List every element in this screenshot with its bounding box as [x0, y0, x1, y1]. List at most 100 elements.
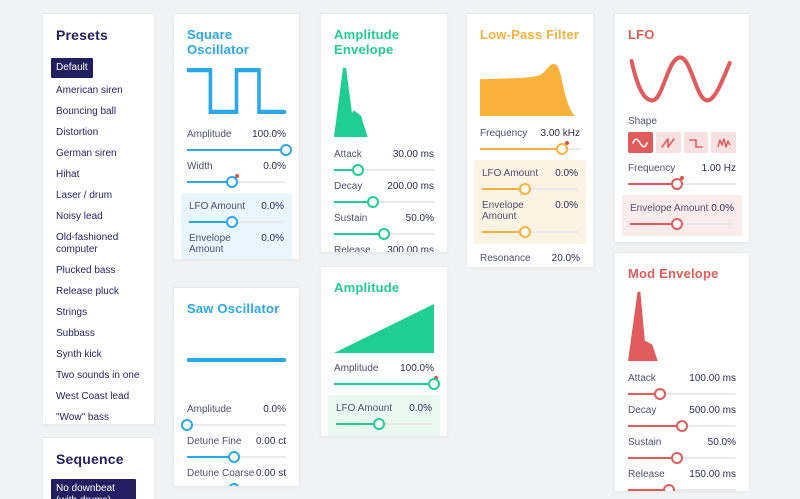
slider-track[interactable]	[187, 176, 286, 188]
sine-wave-icon	[629, 55, 732, 103]
slider-knob[interactable]	[373, 418, 386, 430]
slider-value: 0.0%	[263, 161, 286, 172]
slider-track[interactable]	[628, 388, 736, 400]
slider-knob[interactable]	[670, 178, 683, 190]
slider-knob[interactable]	[225, 176, 238, 188]
saw-oscillator-title: Saw Oscillator	[187, 301, 280, 316]
sawtooth-icon	[661, 137, 675, 148]
slider-track[interactable]	[630, 218, 734, 230]
lfo-mod-section: Envelope Amount 0.0%	[622, 195, 742, 236]
sequence-item-selected[interactable]: No downbeat (with drums)	[51, 479, 136, 499]
preset-item[interactable]: Release pluck	[56, 286, 119, 297]
slider-label: Amplitude	[187, 129, 232, 140]
slider-track[interactable]	[482, 226, 578, 238]
slider-track[interactable]	[334, 164, 434, 176]
filter-response-icon	[480, 63, 575, 116]
slider-track[interactable]	[334, 378, 440, 390]
slider-track[interactable]	[334, 228, 434, 240]
slider-head: Width 0.0%	[187, 161, 286, 172]
preset-item[interactable]: Two sounds in one	[56, 370, 140, 381]
slider-value: 0.0%	[555, 168, 578, 179]
slider-track[interactable]	[189, 216, 284, 228]
slider-knob[interactable]	[654, 388, 667, 400]
mod-envelope-title: Mod Envelope	[628, 266, 719, 281]
saw-oscillator-sliders: Amplitude 0.0% Detune Fine 0.00 ct Detun…	[181, 404, 286, 486]
preset-item[interactable]: American siren	[56, 85, 123, 96]
slider-knob[interactable]	[225, 216, 238, 228]
slider-knob[interactable]	[378, 228, 390, 240]
slider-knob[interactable]	[226, 259, 238, 260]
slider-knob[interactable]	[227, 451, 240, 463]
slider-head: Attack 100.00 ms	[628, 373, 736, 384]
slider-strip	[628, 448, 736, 464]
slider-knob[interactable]	[428, 378, 440, 390]
lfo-shape-random-button[interactable]	[711, 132, 736, 153]
slider-knob[interactable]	[676, 420, 688, 432]
slider-knob[interactable]	[227, 483, 240, 486]
slider-knob[interactable]	[663, 484, 676, 491]
slider-knob[interactable]	[519, 226, 532, 238]
slider-track[interactable]	[187, 451, 286, 463]
slider-knob[interactable]	[181, 419, 193, 431]
preset-item[interactable]: Subbass	[56, 328, 95, 339]
adsr-envelope-icon	[628, 291, 658, 361]
slider-label: Envelope Amount	[189, 233, 231, 255]
presets-panel: Presets Default American siren Bouncing ba…	[42, 13, 155, 425]
preset-item[interactable]: West Coast lead	[56, 391, 130, 402]
slider-strip	[189, 255, 284, 260]
slider-knob[interactable]	[670, 218, 683, 230]
slider-strip	[181, 415, 286, 431]
slider-knob[interactable]	[519, 183, 532, 195]
slider-head: Sustain 50.0%	[628, 437, 736, 448]
slider-strip	[628, 384, 736, 400]
lfo-shape-sawtooth-button[interactable]	[655, 132, 681, 153]
preset-item[interactable]: Hihat	[56, 169, 80, 180]
preset-item[interactable]: Bouncing ball	[56, 106, 117, 117]
preset-item[interactable]: Distortion	[56, 127, 99, 138]
slider-row: Decay 200.00 ms	[334, 181, 434, 208]
preset-item[interactable]: German siren	[56, 148, 117, 159]
lfo-shape-square-button[interactable]	[683, 132, 709, 153]
slider-track[interactable]	[482, 183, 578, 195]
preset-item[interactable]: Synth kick	[56, 349, 102, 360]
slider-value: 150.00 ms	[689, 469, 736, 480]
slider-row: Amplitude 100.0%	[334, 363, 440, 390]
slider-value: 0.0%	[555, 200, 578, 211]
slider-track[interactable]	[628, 484, 736, 491]
slider-row: Frequency 3.00 kHz	[480, 128, 580, 155]
slider-head: Attack 30.00 ms	[334, 149, 434, 160]
slider-track[interactable]	[181, 419, 286, 431]
slider-track[interactable]	[336, 418, 432, 430]
preset-item[interactable]: Old-fashioned computer	[56, 232, 119, 255]
preset-item[interactable]: Strings	[56, 307, 88, 318]
preset-item[interactable]: Laser / drum	[56, 190, 113, 201]
slider-track[interactable]	[628, 178, 736, 190]
slider-track[interactable]	[628, 420, 736, 432]
slider-fill	[480, 148, 562, 150]
preset-item[interactable]: Default	[51, 58, 93, 78]
slider-track[interactable]	[334, 196, 434, 208]
slider-knob[interactable]	[367, 196, 379, 208]
slider-head: Detune Fine 0.00 ct	[187, 436, 286, 447]
slider-knob[interactable]	[352, 164, 364, 176]
slider-head: Frequency 3.00 kHz	[480, 128, 580, 139]
slider-track[interactable]	[628, 452, 736, 464]
lfo-shape-sine-button[interactable]	[628, 132, 653, 153]
slider-track[interactable]	[187, 144, 292, 156]
slider-strip	[334, 160, 434, 176]
preset-item[interactable]: "Wow" bass	[56, 412, 110, 423]
modulation-dot	[679, 176, 684, 180]
preset-item[interactable]: Noisy lead	[56, 211, 103, 222]
slider-fill	[187, 181, 232, 183]
slider-knob[interactable]	[280, 144, 292, 156]
slider-fill	[630, 223, 677, 225]
filter-frequency-slider: Frequency 3.00 kHz	[480, 128, 580, 155]
preset-item[interactable]: Plucked bass	[56, 265, 116, 276]
slider-track[interactable]	[480, 143, 580, 155]
slider-row: Envelope Amount 0.0%	[630, 203, 734, 230]
slider-knob[interactable]	[556, 143, 568, 155]
slider-knob[interactable]	[670, 452, 683, 464]
slider-row: LFO Amount 0.0%	[336, 403, 432, 430]
slider-value: 3.00 kHz	[540, 128, 580, 139]
